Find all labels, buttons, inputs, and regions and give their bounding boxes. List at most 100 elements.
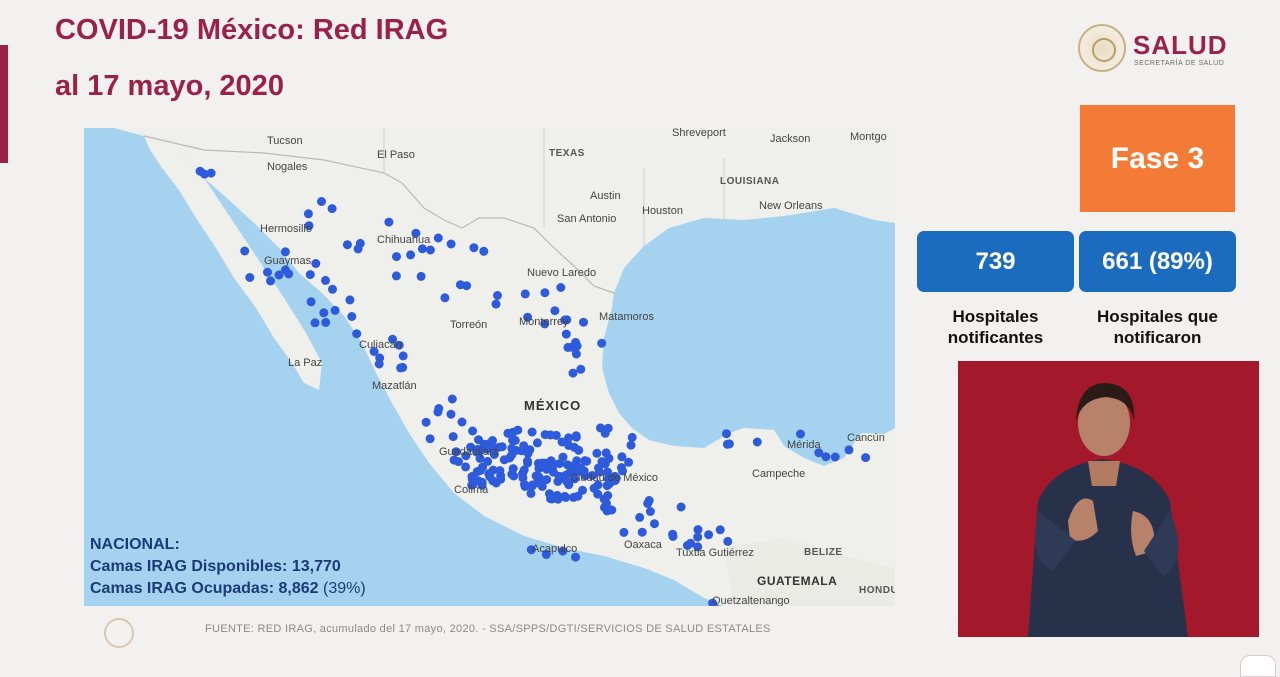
map-label-cancun: Cancún [847, 432, 885, 444]
map-label-guatemala: GUATEMALA [757, 574, 838, 588]
hospital-marker [617, 452, 627, 462]
summary-heading: NACIONAL: [90, 536, 180, 553]
hospital-marker [552, 490, 562, 500]
hospital-marker [796, 429, 805, 439]
map-canvas [84, 128, 895, 606]
hospital-marker [643, 498, 653, 508]
hospital-marker [587, 471, 597, 480]
hospital-marker [461, 462, 471, 472]
hospital-marker [576, 463, 586, 473]
hospital-marker [416, 271, 426, 281]
map-label-chihuahua: Chihuahua [377, 234, 431, 246]
hospital-marker [830, 452, 840, 462]
land-yucatan [739, 428, 879, 553]
hospital-marker [483, 456, 493, 466]
hospital-marker [563, 342, 573, 352]
hospital-marker [319, 308, 329, 318]
hospital-marker [446, 409, 456, 419]
map-label-ciudad-de-mexico: Ciudad de México [570, 472, 659, 484]
hospital-marker [556, 283, 566, 292]
hospital-marker [392, 252, 401, 262]
hospital-marker [388, 334, 398, 344]
hospital-marker [597, 338, 607, 348]
hospital-marker [411, 228, 421, 238]
border-us-mexico [143, 135, 615, 294]
hospital-marker [752, 437, 762, 447]
hospital-marker [610, 476, 620, 486]
hospital-marker [560, 473, 570, 483]
hospital-dots [195, 166, 871, 606]
hospital-marker [550, 306, 560, 316]
hospital-marker [542, 475, 552, 485]
hospital-marker [327, 204, 337, 214]
hospital-marker [417, 244, 427, 254]
hospital-marker [306, 297, 316, 307]
hospital-marker [467, 480, 477, 490]
stat-label-line: notificantes [947, 328, 1044, 347]
hospital-marker [479, 246, 489, 256]
hospital-marker [284, 269, 294, 279]
map-label-monterrey: Monterrey [519, 316, 569, 328]
map-label-torreon: Torreón [450, 319, 488, 331]
hospital-marker [206, 168, 216, 178]
hospital-marker [451, 447, 461, 457]
hospital-marker [561, 329, 571, 339]
hospital-marker [814, 448, 824, 458]
hospital-marker [384, 217, 394, 227]
hospital-marker [715, 525, 725, 535]
hospital-marker [540, 319, 550, 329]
map-label-tucson: Tucson [267, 135, 303, 147]
hospital-marker [304, 221, 314, 231]
hospital-marker [508, 464, 518, 474]
hospital-marker [321, 317, 331, 327]
hospital-marker [650, 519, 659, 529]
hospital-marker [433, 233, 443, 243]
hospital-marker [266, 276, 275, 286]
map-label-mexico: MÉXICO [524, 398, 582, 413]
map-label-merida: Mérida [787, 439, 821, 451]
hospital-marker [532, 438, 542, 448]
hospital-marker [488, 442, 498, 452]
hospital-marker [406, 250, 416, 260]
map-label-hondu: HONDU [859, 585, 895, 596]
hospital-marker [619, 527, 629, 537]
summary-occupied-label: Camas IRAG Ocupadas: [90, 580, 275, 597]
hospital-marker [722, 439, 732, 449]
hospital-marker [491, 299, 501, 309]
hospital-marker [369, 347, 379, 356]
map-label-guaymas: Guaymas [264, 255, 312, 267]
map-label-san-antonio: San Antonio [557, 213, 617, 225]
hospital-marker [821, 452, 831, 462]
hospital-marker [507, 443, 517, 453]
hospital-marker [374, 359, 384, 369]
land-baja [144, 136, 322, 390]
hospital-marker [557, 437, 567, 447]
hospital-marker [527, 427, 537, 437]
national-bed-summary: NACIONAL: Camas IRAG Disponibles: 13,770… [90, 534, 366, 600]
hospital-marker [518, 473, 528, 483]
hospital-marker [568, 368, 578, 378]
hospital-marker [676, 502, 686, 512]
hospital-marker [601, 448, 611, 458]
summary-available-row: Camas IRAG Disponibles: 13,770 [90, 556, 366, 578]
hospital-marker [579, 317, 588, 327]
hospital-marker [520, 289, 530, 299]
summary-occupied-percent: (39%) [323, 580, 366, 597]
map-label-la-paz: La Paz [288, 357, 323, 369]
hospital-marker [568, 461, 578, 471]
hospital-marker [573, 491, 583, 501]
hospital-marker [571, 432, 581, 442]
hospital-marker [495, 466, 505, 476]
hospital-marker [310, 318, 320, 328]
map-label-quetzaltenango: Quetzaltenango [712, 595, 790, 606]
hospital-marker [355, 238, 365, 248]
hospital-marker [593, 480, 603, 490]
hospital-marker [468, 426, 478, 436]
hospital-marker [330, 305, 340, 315]
stat-label-reporting-hospitals: Hospitales notificantes [917, 306, 1074, 348]
stat-label-reported-hospitals: Hospitales que notificaron [1079, 306, 1236, 348]
hospital-marker [440, 293, 450, 303]
page-subtitle-date: al 17 mayo, 2020 [55, 70, 284, 102]
hospital-marker [576, 364, 586, 374]
hospital-marker [693, 532, 703, 542]
